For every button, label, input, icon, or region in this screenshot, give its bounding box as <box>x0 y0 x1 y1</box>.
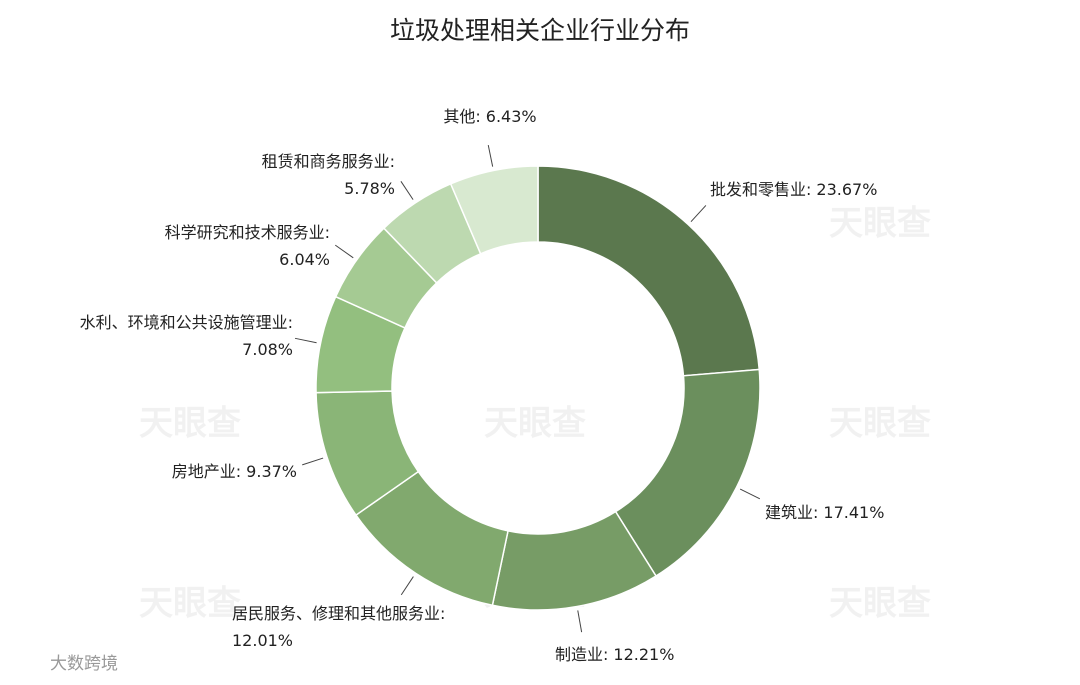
data-label: 科学研究和技术服务业: 6.04% <box>165 223 330 269</box>
leader-line <box>334 244 354 259</box>
data-label: 水利、环境和公共设施管理业: 7.08% <box>80 313 293 359</box>
category-label: 科学研究和技术服务业: <box>165 223 330 242</box>
leader-line <box>400 576 414 596</box>
leader-line <box>577 610 583 633</box>
watermark: 天眼查 <box>829 584 931 624</box>
category-label: 建筑业: <box>765 503 818 522</box>
labels: 批发和零售业: 23.67% 建筑业: 17.41% 制造业: 12.21% 居民服务、修理… <box>80 107 885 664</box>
data-label: 居民服务、修理和其他服务业: 12.01% <box>232 604 445 650</box>
value-label: 12.01% <box>232 631 293 650</box>
value-label: 17.41% <box>823 503 884 522</box>
value-label: 7.08% <box>242 340 293 359</box>
data-label: 租赁和商务服务业: 5.78% <box>262 152 395 198</box>
data-label: 其他: 6.43% <box>443 107 536 126</box>
data-label: 建筑业: 17.41% <box>765 503 884 522</box>
watermark: 天眼查 <box>139 584 241 624</box>
watermark: 天眼查 <box>139 404 241 444</box>
leader-line <box>739 488 761 500</box>
leader-line <box>302 457 324 466</box>
value-label: 12.21% <box>613 645 674 664</box>
watermark: 天眼查 <box>484 404 586 444</box>
leader-line <box>400 181 414 200</box>
category-label: 居民服务、修理和其他服务业: <box>232 604 445 623</box>
category-label: 租赁和商务服务业: <box>262 152 395 171</box>
source: 大数跨境 <box>50 654 118 674</box>
category-label: 其他: <box>443 107 480 126</box>
value-label: 6.43% <box>486 107 537 126</box>
watermark: 天眼查 <box>829 404 931 444</box>
category-label: 制造业: <box>555 645 608 664</box>
leader-line <box>487 144 494 167</box>
value-label: 23.67% <box>816 180 877 199</box>
value-label: 5.78% <box>344 179 395 198</box>
slices <box>315 165 761 611</box>
data-label: 批发和零售业: 23.67% <box>710 180 877 199</box>
category-label: 房地产业: <box>172 462 241 481</box>
slice <box>537 165 761 377</box>
leader-line <box>294 337 317 344</box>
category-label: 水利、环境和公共设施管理业: <box>80 313 293 332</box>
value-label: 9.37% <box>246 462 297 481</box>
leader-line <box>690 205 707 222</box>
slice <box>449 165 539 255</box>
data-label: 制造业: 12.21% <box>555 645 674 664</box>
value-label: 6.04% <box>279 250 330 269</box>
watermark: 天眼查 <box>829 204 931 244</box>
data-label: 房地产业: 9.37% <box>172 462 297 481</box>
category-label: 批发和零售业: <box>710 180 811 199</box>
chart-title: 垃圾处理相关企业行业分布 <box>390 16 690 45</box>
